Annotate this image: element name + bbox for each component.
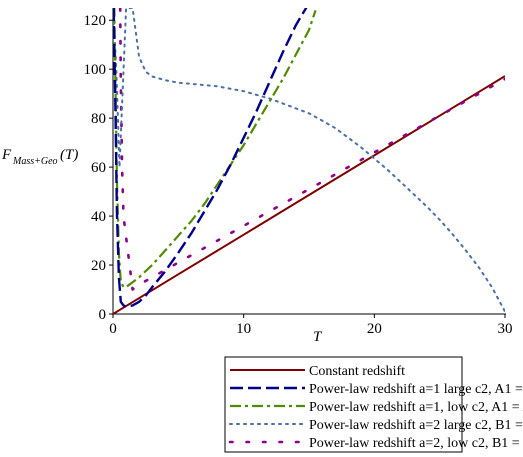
y-axis-title: F Mass+Geo (T) — [1, 147, 78, 167]
y-axis-title-subscript: Mass+Geo — [12, 156, 58, 167]
y-axis-title-suffix: (T) — [60, 147, 78, 163]
y-tick-label: 80 — [91, 111, 106, 127]
x-tick-label: 0 — [109, 321, 117, 337]
series-line-5 — [118, 8, 505, 291]
x-tick-label: 20 — [367, 321, 382, 337]
y-tick-label: 40 — [91, 209, 106, 225]
x-tick-label: 10 — [236, 321, 251, 337]
legend-label-1: Constant redshift — [309, 364, 405, 379]
legend-label-4: Power-law redshift a=2 large c2, B1 = B2… — [309, 418, 523, 433]
y-tick-label: 120 — [84, 13, 107, 29]
series-line-4 — [113, 8, 505, 313]
legend-box — [224, 356, 463, 453]
y-axis-title-main: F — [1, 147, 12, 163]
legend-label-2: Power-law redshift a=1 large c2, A1 = A2… — [309, 382, 523, 397]
axes — [112, 8, 506, 315]
y-tick-label: 0 — [99, 307, 107, 323]
y-tick-label: 60 — [91, 160, 106, 176]
ticks: 0 10 20 30 0 20 40 60 80 100 120 — [84, 13, 513, 337]
x-axis-title: T — [313, 329, 323, 345]
y-tick-label: 20 — [91, 258, 106, 274]
series-layer — [113, 8, 505, 315]
series-line-3 — [113, 8, 317, 289]
series-line-1 — [113, 75, 505, 315]
legend-label-3: Power-law redshift a=1, low c2, A1 = A2=… — [309, 400, 523, 415]
legend: Constant redshift Power-law redshift a=1 … — [224, 356, 523, 453]
legend-label-5: Power-law redshift a=2, low c2, B1 = B2=… — [309, 436, 523, 451]
series-line-2 — [113, 8, 308, 308]
y-tick-label: 100 — [84, 62, 107, 78]
x-tick-label: 30 — [498, 321, 513, 337]
